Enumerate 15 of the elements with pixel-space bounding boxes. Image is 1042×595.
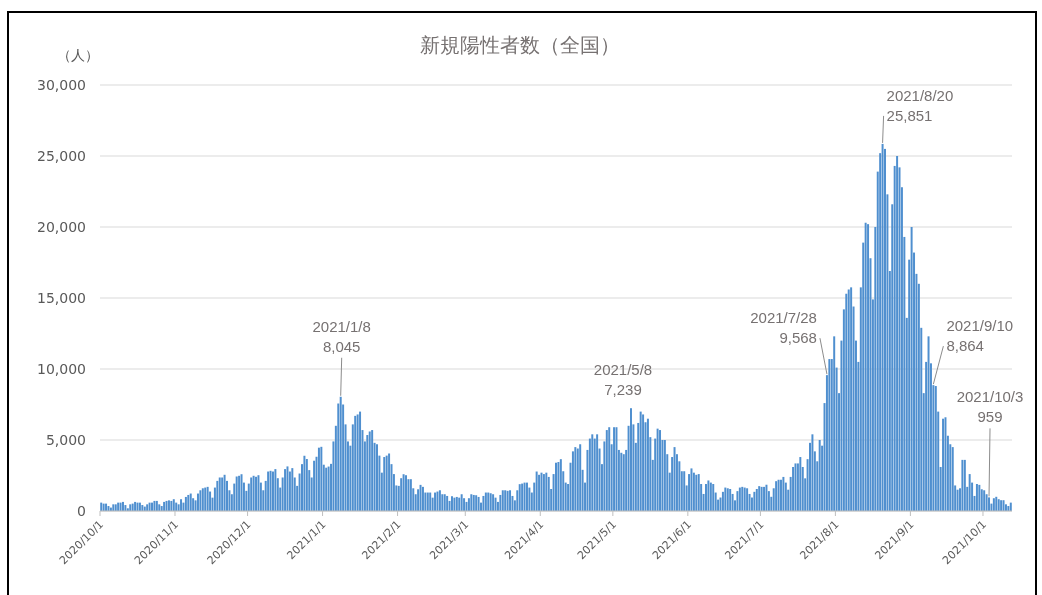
annotation: 2021/10/3 959 (956, 387, 1024, 428)
y-tick-label: 25,000 (37, 148, 86, 164)
chart-title: 新規陽性者数（全国） (420, 33, 620, 57)
annotation: 2021/7/28 9,568 (750, 308, 817, 349)
y-tick-label: 15,000 (37, 290, 86, 306)
y-axis-title: （人） (57, 47, 99, 63)
y-tick-label: 20,000 (37, 219, 86, 235)
annotation: 2021/8/20 25,851 (886, 85, 954, 126)
y-tick-label: 0 (77, 503, 86, 519)
y-tick-label: 30,000 (37, 77, 86, 93)
y-tick-label: 10,000 (37, 361, 86, 377)
annotation: 2021/1/8 8,045 (312, 316, 371, 357)
y-tick-label: 5,000 (45, 432, 86, 448)
annotation: 2021/5/8 7,239 (593, 360, 653, 401)
annotation: 2021/9/10 8,864 (946, 316, 1014, 357)
